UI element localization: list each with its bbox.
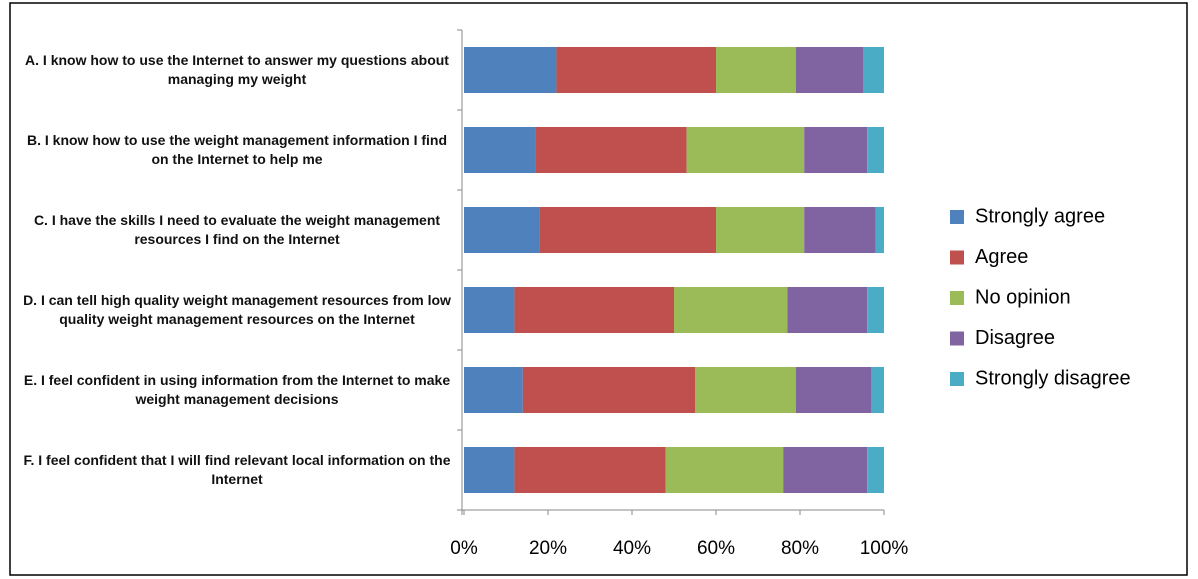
- legend-swatch: [950, 372, 964, 386]
- bar-segment: [535, 127, 687, 173]
- bar-segment: [787, 287, 868, 333]
- legend-label: Strongly disagree: [975, 367, 1131, 389]
- bar-segment: [539, 207, 716, 253]
- bar-segment: [795, 367, 872, 413]
- bar-segment: [695, 367, 796, 413]
- x-tick-label: 80%: [781, 538, 819, 559]
- legend-swatch: [950, 331, 964, 346]
- bar-segment: [464, 447, 515, 493]
- x-tick-label: 0%: [450, 538, 478, 559]
- bar-segment: [464, 367, 523, 413]
- category-label: C. I have the skills I need to evaluate …: [33, 212, 441, 247]
- bar-segment: [867, 127, 884, 173]
- category-label: D. I can tell high quality weight manage…: [23, 292, 451, 327]
- category-label: A. I know how to use the Internet to ans…: [25, 52, 449, 87]
- x-tick-label: 20%: [529, 538, 567, 559]
- bar-segment: [716, 207, 805, 253]
- bar-segment: [464, 287, 515, 333]
- category-label: B. I know how to use the weight manageme…: [26, 132, 447, 167]
- bar-segment: [464, 47, 557, 93]
- bar-segment: [514, 287, 674, 333]
- legend-label: Strongly agree: [975, 205, 1105, 227]
- bar-segment: [686, 127, 805, 173]
- bar-segment: [674, 287, 788, 333]
- bar-segment: [556, 47, 716, 93]
- legend-swatch: [950, 291, 964, 305]
- bar-segment: [464, 207, 540, 253]
- bar-segment: [875, 207, 884, 253]
- bar-segment: [804, 207, 876, 253]
- legend-swatch: [950, 210, 964, 224]
- bar-segment: [716, 47, 796, 93]
- x-tick-label: 100%: [860, 538, 909, 559]
- legend-swatch: [950, 250, 964, 265]
- bar-segment: [795, 47, 863, 93]
- bar-segment: [665, 447, 784, 493]
- x-tick-label: 60%: [697, 538, 735, 559]
- bar-segment: [863, 47, 884, 93]
- bar-segment: [804, 127, 868, 173]
- legend-label: Agree: [975, 246, 1028, 268]
- x-tick-label: 40%: [613, 538, 651, 559]
- bar-segment: [867, 447, 884, 493]
- bar-segment: [522, 367, 695, 413]
- bar-segment: [783, 447, 868, 493]
- category-label: F. I feel confident that I will find rel…: [23, 452, 451, 487]
- legend-label: No opinion: [975, 286, 1071, 308]
- bar-segment: [871, 367, 884, 413]
- bar-segment: [867, 287, 884, 333]
- legend-label: Disagree: [975, 327, 1055, 349]
- bar-segment: [514, 447, 666, 493]
- bar-segment: [464, 127, 536, 173]
- category-label: E. I feel confident in using information…: [23, 372, 451, 407]
